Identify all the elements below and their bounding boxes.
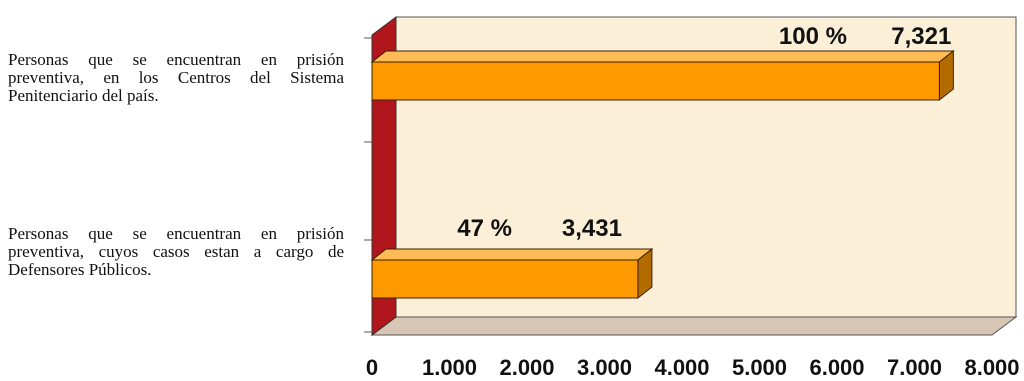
x-tick-label: 7.000 — [887, 355, 942, 380]
bar — [370, 247, 654, 300]
value-label: 7,321 — [891, 23, 951, 50]
bar-top — [370, 50, 955, 63]
x-tick-label: 1.000 — [422, 355, 477, 380]
category-label-2: Personas que se encuentran en prisión pr… — [8, 224, 344, 279]
x-tick-label: 8.000 — [964, 355, 1019, 380]
bar-front — [371, 61, 940, 101]
x-tick-label: 5.000 — [732, 355, 787, 380]
x-tick-label: 6.000 — [809, 355, 864, 380]
value-label: 3,431 — [562, 215, 622, 242]
floor — [370, 316, 1018, 336]
x-tick-label: 2.000 — [499, 355, 554, 380]
category-label-1: Personas que se encuentran en prisión pr… — [8, 50, 344, 105]
percent-label: 100 % — [779, 23, 847, 50]
bar — [370, 49, 955, 102]
x-tick-label: 3.000 — [577, 355, 632, 380]
bar-top — [370, 248, 654, 261]
x-tick-label: 4.000 — [654, 355, 709, 380]
x-tick-label: 0 — [366, 355, 378, 380]
bar-front — [371, 259, 639, 299]
percent-label: 47 % — [457, 215, 512, 242]
